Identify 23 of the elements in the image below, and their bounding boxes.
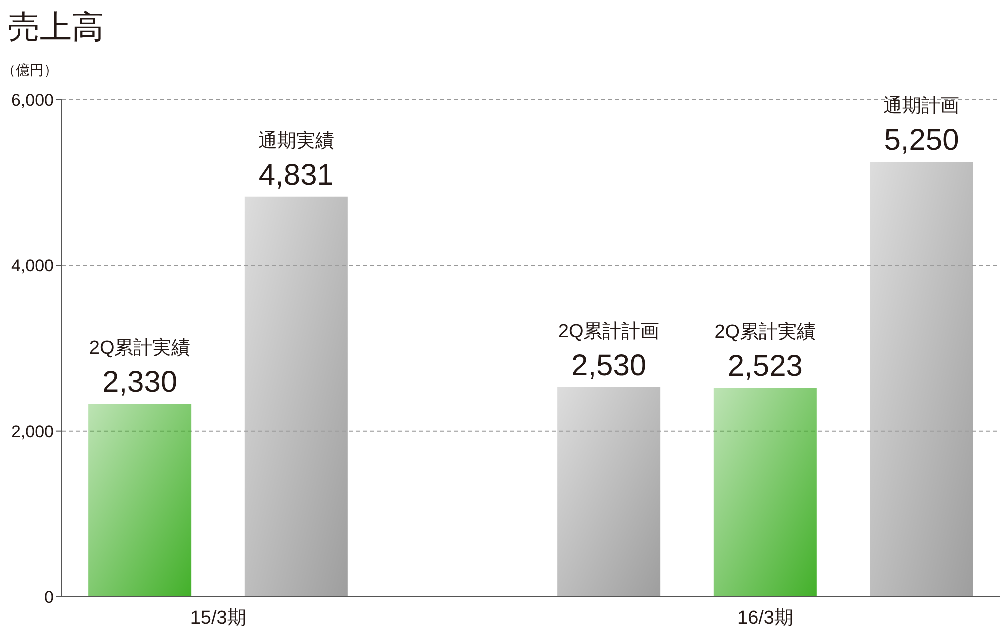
y-tick-label: 0 (44, 588, 54, 608)
data-label: 2,330 (102, 366, 178, 399)
x-tick-label: 2Q累計計画 (558, 321, 660, 342)
bar (558, 387, 661, 597)
y-tick-label: 2,000 (11, 422, 54, 442)
data-label: 2,530 (572, 349, 647, 382)
y-axis-title: （億円） (2, 62, 58, 80)
bar (88, 404, 192, 597)
bar (714, 388, 817, 597)
data-label: 2,523 (728, 350, 803, 384)
y-tick-label: 6,000 (11, 91, 54, 110)
bar (244, 196, 348, 597)
x-tick-label: 2Q累計実績 (89, 337, 191, 359)
text: 16/3期 (736, 607, 794, 631)
chart-title: 売上高 (8, 8, 104, 47)
x-tick-label: 通期実績 (258, 130, 334, 152)
y-tick-label: 4,000 (11, 256, 54, 276)
bar (870, 162, 974, 597)
x-tick-label: 2Q累計実績 (714, 321, 816, 344)
x-tick-label: 通期計画 (884, 96, 960, 118)
data-label: 5,250 (884, 124, 960, 158)
data-label: 4,831 (258, 158, 334, 192)
text: 15/3期 (189, 607, 248, 631)
